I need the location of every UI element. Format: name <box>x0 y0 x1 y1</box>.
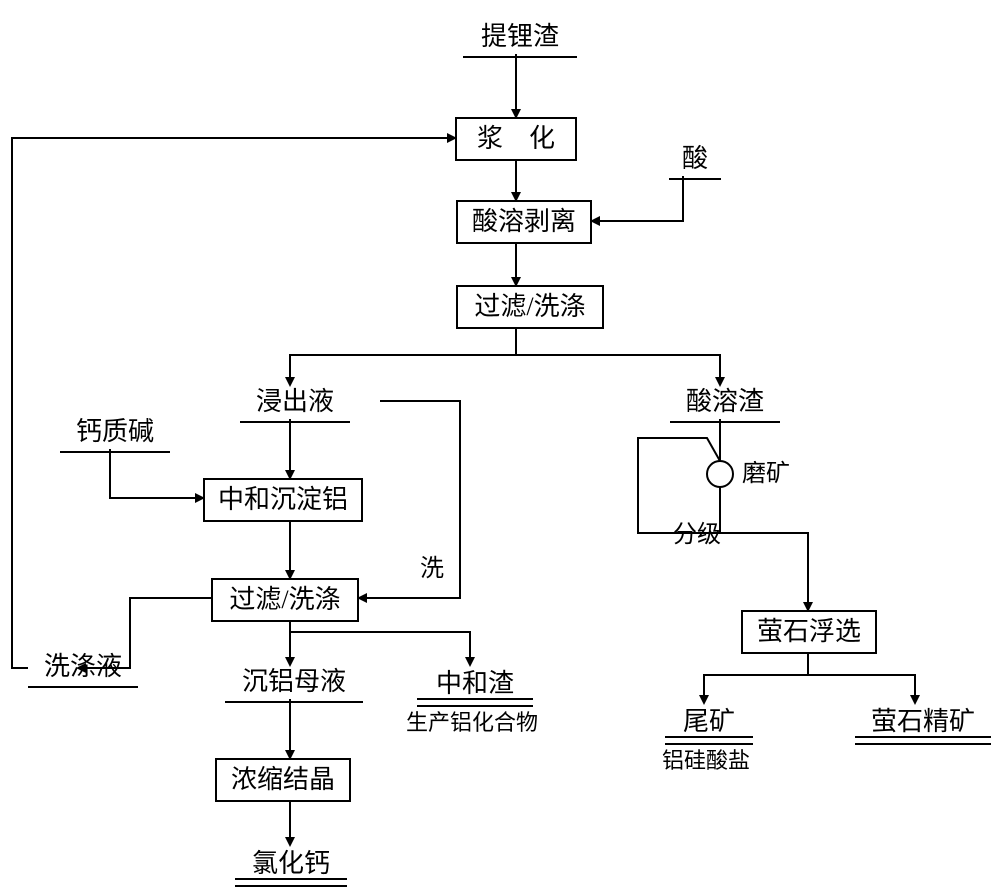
edge-20 <box>808 652 915 703</box>
node-n5: 过滤/洗涤 <box>456 285 604 329</box>
node-n1: 提锂渣 <box>463 20 577 58</box>
edge-6 <box>110 449 203 498</box>
node-n16: 磨矿 <box>736 459 796 489</box>
node-n21: 洗 <box>415 555 449 583</box>
node-n12: 中和渣 <box>417 665 533 707</box>
flowchart-canvas: 提锂渣浆 化酸酸溶剥离过滤/洗涤浸出液钙质碱中和沉淀铝过滤/洗涤洗涤液沉铝母液中… <box>0 0 1000 895</box>
node-n11: 沉铝母液 <box>225 665 363 703</box>
edge-5 <box>516 327 720 385</box>
node-n4: 酸溶剥离 <box>456 200 592 244</box>
node-n12s: 生产铝化合物 <box>397 709 547 737</box>
node-n18: 萤石浮选 <box>741 610 877 654</box>
edge-13 <box>290 632 470 665</box>
node-n2: 浆 化 <box>455 117 577 161</box>
edge-3 <box>592 176 683 221</box>
node-n7: 钙质碱 <box>60 415 170 453</box>
node-n10: 洗涤液 <box>28 650 138 688</box>
node-n8: 中和沉淀铝 <box>203 478 363 522</box>
node-n9: 过滤/洗涤 <box>211 578 359 622</box>
edge-17 <box>638 438 720 533</box>
node-n20: 萤石精矿 <box>855 703 991 745</box>
node-n13: 浓缩结晶 <box>215 758 351 802</box>
node-n19s: 铝硅酸盐 <box>656 747 756 775</box>
node-n19: 尾矿 <box>665 703 753 745</box>
edge-4 <box>290 327 516 385</box>
node-n14: 氯化钙 <box>235 845 347 887</box>
node-n17: 分级 <box>667 520 727 550</box>
grinding-circle <box>707 461 733 487</box>
edge-19 <box>704 652 808 703</box>
node-n6: 浸出液 <box>240 385 350 423</box>
node-n15: 酸溶渣 <box>670 385 780 423</box>
edge-18 <box>720 533 808 610</box>
node-n3: 酸 <box>669 142 721 180</box>
